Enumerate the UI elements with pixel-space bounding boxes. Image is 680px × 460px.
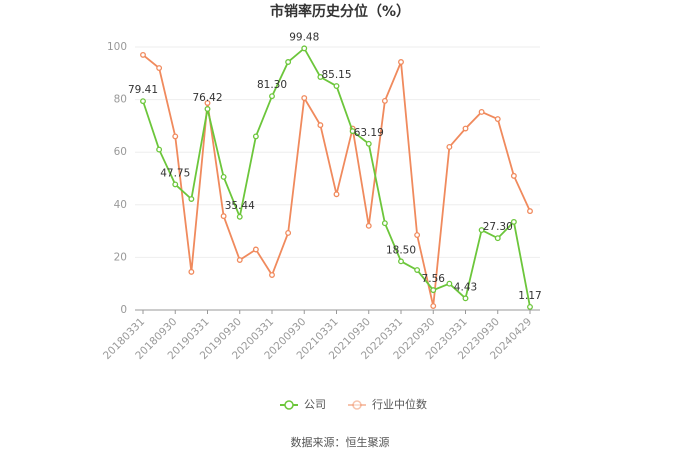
legend-item[interactable]: 行业中位数 xyxy=(348,397,427,411)
data-label: 35.44 xyxy=(225,200,255,212)
legend-label: 公司 xyxy=(304,398,326,411)
point xyxy=(333,83,340,90)
point xyxy=(317,74,324,80)
point xyxy=(527,303,533,310)
point xyxy=(140,51,146,58)
point xyxy=(462,295,469,302)
point xyxy=(510,172,517,179)
y-tick-label: 80 xyxy=(114,94,127,106)
data-label: 47.75 xyxy=(160,167,190,179)
point xyxy=(398,258,404,265)
point xyxy=(285,229,292,236)
point xyxy=(494,235,501,242)
legend-item[interactable]: 公司 xyxy=(280,398,326,411)
y-tick-label: 100 xyxy=(107,41,127,53)
y-tick-label: 0 xyxy=(120,304,127,316)
data-label: 99.48 xyxy=(289,31,319,43)
point xyxy=(220,173,227,180)
point xyxy=(478,227,485,233)
point xyxy=(430,303,437,310)
source: 数据来源：恒生聚源 xyxy=(291,435,390,449)
point xyxy=(478,109,485,115)
point xyxy=(381,97,388,104)
point xyxy=(188,196,195,202)
point xyxy=(220,213,227,220)
point xyxy=(172,133,179,140)
y-tick-label: 40 xyxy=(114,199,127,211)
data-label: 7.56 xyxy=(422,273,446,285)
legend-marker xyxy=(352,400,362,410)
data-label: 63.19 xyxy=(354,127,384,139)
data-label: 79.41 xyxy=(128,84,158,96)
point xyxy=(156,146,163,153)
point xyxy=(269,93,275,100)
point xyxy=(430,287,437,294)
point xyxy=(494,116,501,123)
point xyxy=(414,267,421,273)
point xyxy=(188,268,195,275)
data-label: 76.42 xyxy=(192,92,222,104)
data-label: 81.30 xyxy=(257,79,287,91)
point xyxy=(204,106,211,112)
point xyxy=(317,122,324,129)
data-label: 85.15 xyxy=(321,69,351,81)
y-tick-label: 20 xyxy=(114,251,127,263)
point xyxy=(252,246,259,253)
point xyxy=(236,257,243,263)
point xyxy=(301,95,308,101)
point xyxy=(381,220,388,227)
point xyxy=(252,133,259,140)
data-label: 4.43 xyxy=(454,281,477,293)
point xyxy=(269,272,275,278)
point xyxy=(365,222,372,229)
point xyxy=(172,181,179,188)
point xyxy=(301,45,308,52)
y-tick-label: 60 xyxy=(114,146,127,158)
point xyxy=(333,191,340,198)
point xyxy=(285,59,292,65)
point xyxy=(349,128,356,135)
data-label: 18.50 xyxy=(386,244,416,256)
point xyxy=(527,208,533,215)
legend-marker xyxy=(284,400,294,410)
point xyxy=(446,143,453,150)
point xyxy=(398,59,404,65)
point xyxy=(236,213,243,220)
point xyxy=(510,218,517,225)
point xyxy=(156,65,163,71)
data-label: 27.30 xyxy=(483,221,513,233)
point xyxy=(365,140,372,147)
point xyxy=(140,98,146,105)
point xyxy=(204,100,211,106)
point xyxy=(446,280,453,287)
point xyxy=(462,125,469,132)
chart-title: 市销率历史分位（%） xyxy=(270,3,410,20)
data-label: 1.17 xyxy=(518,290,541,302)
legend-label: 行业中位数 xyxy=(372,397,427,411)
point xyxy=(414,232,421,238)
